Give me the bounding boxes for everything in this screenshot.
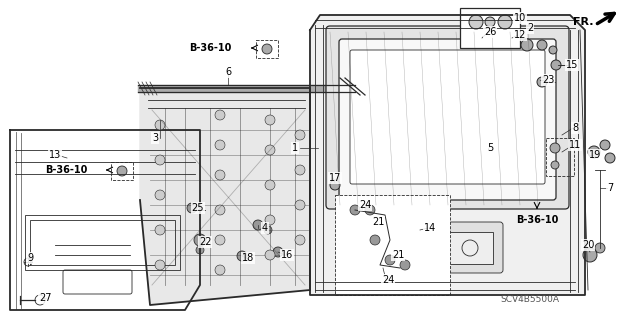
Circle shape <box>196 246 204 254</box>
Circle shape <box>273 247 283 257</box>
Circle shape <box>253 220 263 230</box>
Circle shape <box>237 251 247 261</box>
Circle shape <box>155 155 165 165</box>
Circle shape <box>265 215 275 225</box>
FancyBboxPatch shape <box>350 50 545 184</box>
Circle shape <box>215 140 225 150</box>
Text: 19: 19 <box>589 150 601 160</box>
Polygon shape <box>310 15 585 295</box>
Circle shape <box>264 226 272 234</box>
Circle shape <box>117 166 127 176</box>
Circle shape <box>215 235 225 245</box>
Circle shape <box>215 170 225 180</box>
Circle shape <box>550 143 560 153</box>
Circle shape <box>194 234 206 246</box>
Circle shape <box>215 110 225 120</box>
Text: 9: 9 <box>27 253 33 263</box>
Bar <box>385 232 493 264</box>
Bar <box>30 220 175 265</box>
Circle shape <box>537 77 547 87</box>
Text: 16: 16 <box>281 250 293 260</box>
Circle shape <box>370 235 380 245</box>
Circle shape <box>551 60 561 70</box>
Text: 15: 15 <box>566 60 578 70</box>
Text: 27: 27 <box>39 293 51 303</box>
Bar <box>460 8 520 48</box>
Circle shape <box>400 260 410 270</box>
Text: 20: 20 <box>582 240 594 250</box>
Bar <box>111 162 133 180</box>
Circle shape <box>265 115 275 125</box>
Circle shape <box>215 265 225 275</box>
Circle shape <box>583 248 597 262</box>
Text: 12: 12 <box>514 30 526 40</box>
Circle shape <box>350 205 360 215</box>
Bar <box>256 40 278 58</box>
Circle shape <box>155 225 165 235</box>
Bar <box>25 215 180 270</box>
Circle shape <box>265 180 275 190</box>
Text: 21: 21 <box>372 217 384 227</box>
Circle shape <box>551 161 559 169</box>
Circle shape <box>155 120 165 130</box>
Circle shape <box>265 250 275 260</box>
Text: SCV4B5500A: SCV4B5500A <box>500 295 559 305</box>
Text: 4: 4 <box>262 223 268 233</box>
Circle shape <box>521 39 533 51</box>
Text: 3: 3 <box>152 133 158 143</box>
Circle shape <box>330 180 340 190</box>
Circle shape <box>265 145 275 155</box>
Circle shape <box>469 15 483 29</box>
FancyBboxPatch shape <box>339 39 556 200</box>
Text: 14: 14 <box>424 223 436 233</box>
Circle shape <box>155 190 165 200</box>
Text: 18: 18 <box>242 253 254 263</box>
Text: 8: 8 <box>572 123 578 133</box>
Text: 22: 22 <box>199 237 211 247</box>
Circle shape <box>605 153 615 163</box>
Circle shape <box>215 205 225 215</box>
Circle shape <box>385 255 395 265</box>
Circle shape <box>295 165 305 175</box>
Text: 23: 23 <box>542 75 554 85</box>
Circle shape <box>595 243 605 253</box>
Bar <box>335 195 450 295</box>
Circle shape <box>295 200 305 210</box>
Text: B-36-10: B-36-10 <box>45 165 87 175</box>
Text: FR.: FR. <box>573 17 593 27</box>
Text: B-36-10: B-36-10 <box>189 43 232 53</box>
Circle shape <box>537 40 547 50</box>
FancyBboxPatch shape <box>326 26 569 209</box>
Text: 2: 2 <box>527 23 533 33</box>
Text: 10: 10 <box>514 13 526 23</box>
Circle shape <box>588 146 600 158</box>
Circle shape <box>600 140 610 150</box>
Text: 21: 21 <box>392 250 404 260</box>
Polygon shape <box>140 88 310 305</box>
Circle shape <box>498 15 512 29</box>
Text: 25: 25 <box>192 203 204 213</box>
Text: 6: 6 <box>225 67 231 77</box>
Bar <box>546 138 574 176</box>
Circle shape <box>549 46 557 54</box>
Text: 24: 24 <box>382 275 394 285</box>
Text: 13: 13 <box>49 150 61 160</box>
Text: 1: 1 <box>292 143 298 153</box>
Text: 26: 26 <box>484 27 496 37</box>
FancyBboxPatch shape <box>377 222 503 273</box>
Circle shape <box>365 205 375 215</box>
Text: 5: 5 <box>487 143 493 153</box>
Circle shape <box>262 44 272 54</box>
Text: 11: 11 <box>569 140 581 150</box>
Circle shape <box>295 130 305 140</box>
Text: 17: 17 <box>329 173 341 183</box>
Text: 24: 24 <box>359 200 371 210</box>
Text: B-36-10: B-36-10 <box>516 215 558 225</box>
Circle shape <box>485 17 495 27</box>
Circle shape <box>295 235 305 245</box>
Text: 7: 7 <box>607 183 613 193</box>
Circle shape <box>155 260 165 270</box>
Circle shape <box>187 203 197 213</box>
